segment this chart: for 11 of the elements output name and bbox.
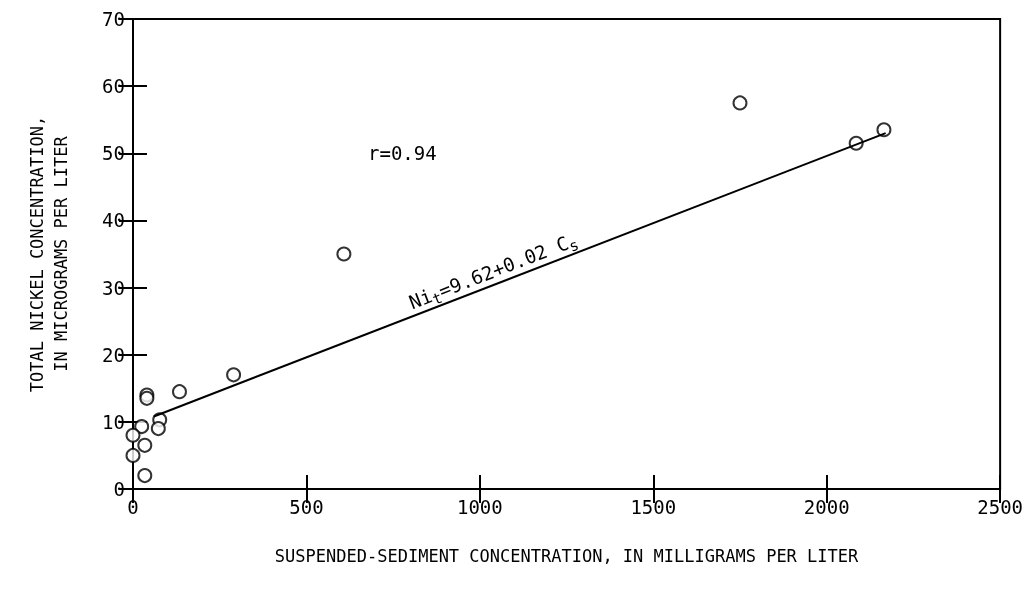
y-tick-label: 60 bbox=[102, 75, 125, 98]
x-tick-label: 1000 bbox=[456, 495, 503, 518]
x-tick-label: 2500 bbox=[977, 495, 1023, 518]
y-tick-label: 50 bbox=[102, 142, 125, 165]
x-tick-label: 1500 bbox=[630, 495, 677, 518]
x-tick-label: 2000 bbox=[803, 495, 850, 518]
x-tick-label: 500 bbox=[289, 495, 324, 518]
annotation: r=0.94 bbox=[368, 141, 437, 164]
x-axis-title: SUSPENDED-SEDIMENT CONCENTRATION, IN MILLIGRAMS PER LITER bbox=[274, 546, 860, 566]
y-tick-label: 40 bbox=[102, 209, 125, 232]
y-axis-title: TOTAL NICKEL CONCENTRATION, IN MICROGRAMS PER LITER bbox=[27, 115, 71, 393]
